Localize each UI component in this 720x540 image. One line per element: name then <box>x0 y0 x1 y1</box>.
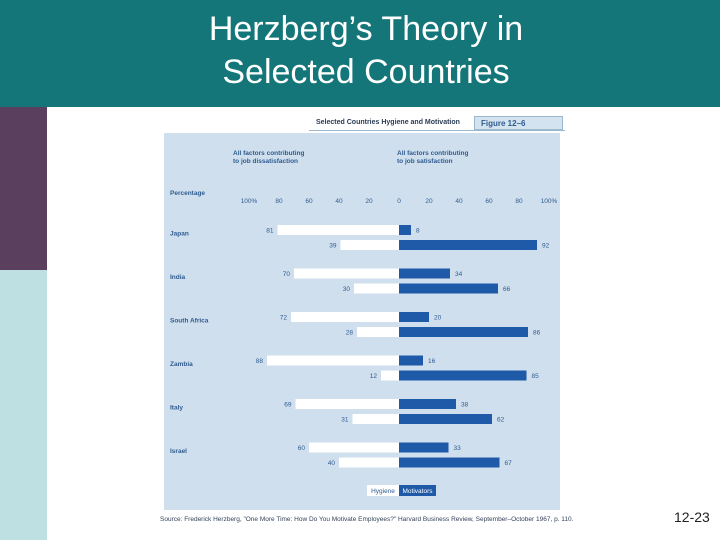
value-label-left: 40 <box>328 460 336 467</box>
category-label: Italy <box>170 405 183 412</box>
bar-dissatisfaction <box>291 312 399 322</box>
bar-dissatisfaction <box>294 268 399 279</box>
value-label-left: 60 <box>298 445 306 452</box>
figure-heading: Selected Countries Hygiene and Motivatio… <box>309 116 565 131</box>
title-bar <box>0 0 720 107</box>
bar-dissatisfaction <box>354 283 399 294</box>
bar-dissatisfaction <box>381 370 399 381</box>
bar-satisfaction <box>399 240 537 250</box>
right-column-header-line-2: to job satisfaction <box>397 158 453 165</box>
value-label-left: 88 <box>256 358 264 365</box>
category-label: South Africa <box>170 318 209 325</box>
tick-label-left: 60 <box>305 198 313 205</box>
bar-dissatisfaction <box>267 355 399 366</box>
slide-title-line-1: Herzberg’s Theory in <box>208 10 524 48</box>
figure-heading-label: Selected Countries Hygiene and Motivatio… <box>316 119 460 126</box>
tick-label-right: 80 <box>515 198 523 205</box>
category-label: Japan <box>170 231 189 238</box>
slide-title: Herzberg’s Theory in Selected Countries <box>0 8 720 94</box>
right-column-header-line-1: All factors contributing <box>397 150 469 157</box>
value-label-right: 33 <box>454 445 462 452</box>
bar-satisfaction <box>399 312 429 322</box>
value-label-right: 85 <box>532 373 540 380</box>
left-column-header-line-2: to job dissatisfaction <box>233 158 298 165</box>
bar-satisfaction <box>399 457 500 468</box>
legend-label-hygiene: Hygiene <box>371 488 395 495</box>
value-label-left: 12 <box>370 373 378 380</box>
value-label-right: 16 <box>428 358 436 365</box>
bar-satisfaction <box>399 399 456 409</box>
chart-panel: All factors contributing to job dissatisf… <box>164 133 560 510</box>
tick-label-left: 80 <box>275 198 283 205</box>
tick-label-right: 20 <box>425 198 433 205</box>
tick-label-right: 60 <box>485 198 493 205</box>
bar-satisfaction <box>399 283 498 294</box>
sidebar-accent-bottom <box>0 270 47 540</box>
value-label-right: 92 <box>542 243 550 250</box>
value-label-right: 86 <box>533 330 541 337</box>
value-label-right: 62 <box>497 417 505 424</box>
bar-satisfaction <box>399 225 411 235</box>
value-label-left: 30 <box>343 286 351 293</box>
value-label-left: 39 <box>329 243 337 250</box>
bar-dissatisfaction <box>309 442 399 453</box>
bar-satisfaction <box>399 355 423 366</box>
category-label: India <box>170 274 186 281</box>
slide-title-line-2: Selected Countries <box>222 53 510 91</box>
page-number: 12-23 <box>674 509 710 525</box>
source-note: Source: Frederick Herzberg, "One More Ti… <box>160 516 574 523</box>
bar-satisfaction <box>399 370 527 381</box>
value-label-left: 81 <box>266 228 274 235</box>
value-label-right: 8 <box>416 228 420 235</box>
bar-dissatisfaction <box>352 414 399 424</box>
bar-satisfaction <box>399 268 450 279</box>
value-label-right: 20 <box>434 315 442 322</box>
tick-label-right: 100% <box>541 198 558 205</box>
value-label-right: 34 <box>455 271 463 278</box>
tick-label-left: 100% <box>241 198 258 205</box>
tick-label-left: 0 <box>397 198 401 205</box>
value-label-right: 66 <box>503 286 511 293</box>
tick-label-left: 40 <box>335 198 343 205</box>
value-label-left: 69 <box>284 402 292 409</box>
figure-number-box: Figure 12–6 <box>474 116 563 130</box>
bar-satisfaction <box>399 327 528 337</box>
legend-swatch-motivators <box>399 485 436 496</box>
value-label-right: 67 <box>505 460 513 467</box>
value-label-left: 70 <box>283 271 291 278</box>
sidebar-accent-top <box>0 107 47 270</box>
bar-dissatisfaction <box>339 457 399 468</box>
tick-label-right: 40 <box>455 198 463 205</box>
left-column-header-line-1: All factors contributing <box>233 150 305 157</box>
bar-dissatisfaction <box>277 225 399 235</box>
bar-satisfaction <box>399 442 449 453</box>
legend-swatch-hygiene <box>367 485 399 496</box>
value-label-left: 28 <box>346 330 354 337</box>
value-label-right: 38 <box>461 402 469 409</box>
bar-dissatisfaction <box>357 327 399 337</box>
value-label-left: 31 <box>341 417 349 424</box>
legend-label-motivators: Motivators <box>403 488 434 495</box>
bar-dissatisfaction <box>295 399 399 409</box>
value-label-left: 72 <box>280 315 288 322</box>
bar-satisfaction <box>399 414 492 424</box>
bar-dissatisfaction <box>340 240 399 250</box>
category-label: Israel <box>170 448 187 455</box>
figure-number: Figure 12–6 <box>481 119 526 128</box>
tick-label-left: 20 <box>365 198 373 205</box>
category-label: Zambia <box>170 361 193 368</box>
axis-title: Percentage <box>170 190 205 197</box>
